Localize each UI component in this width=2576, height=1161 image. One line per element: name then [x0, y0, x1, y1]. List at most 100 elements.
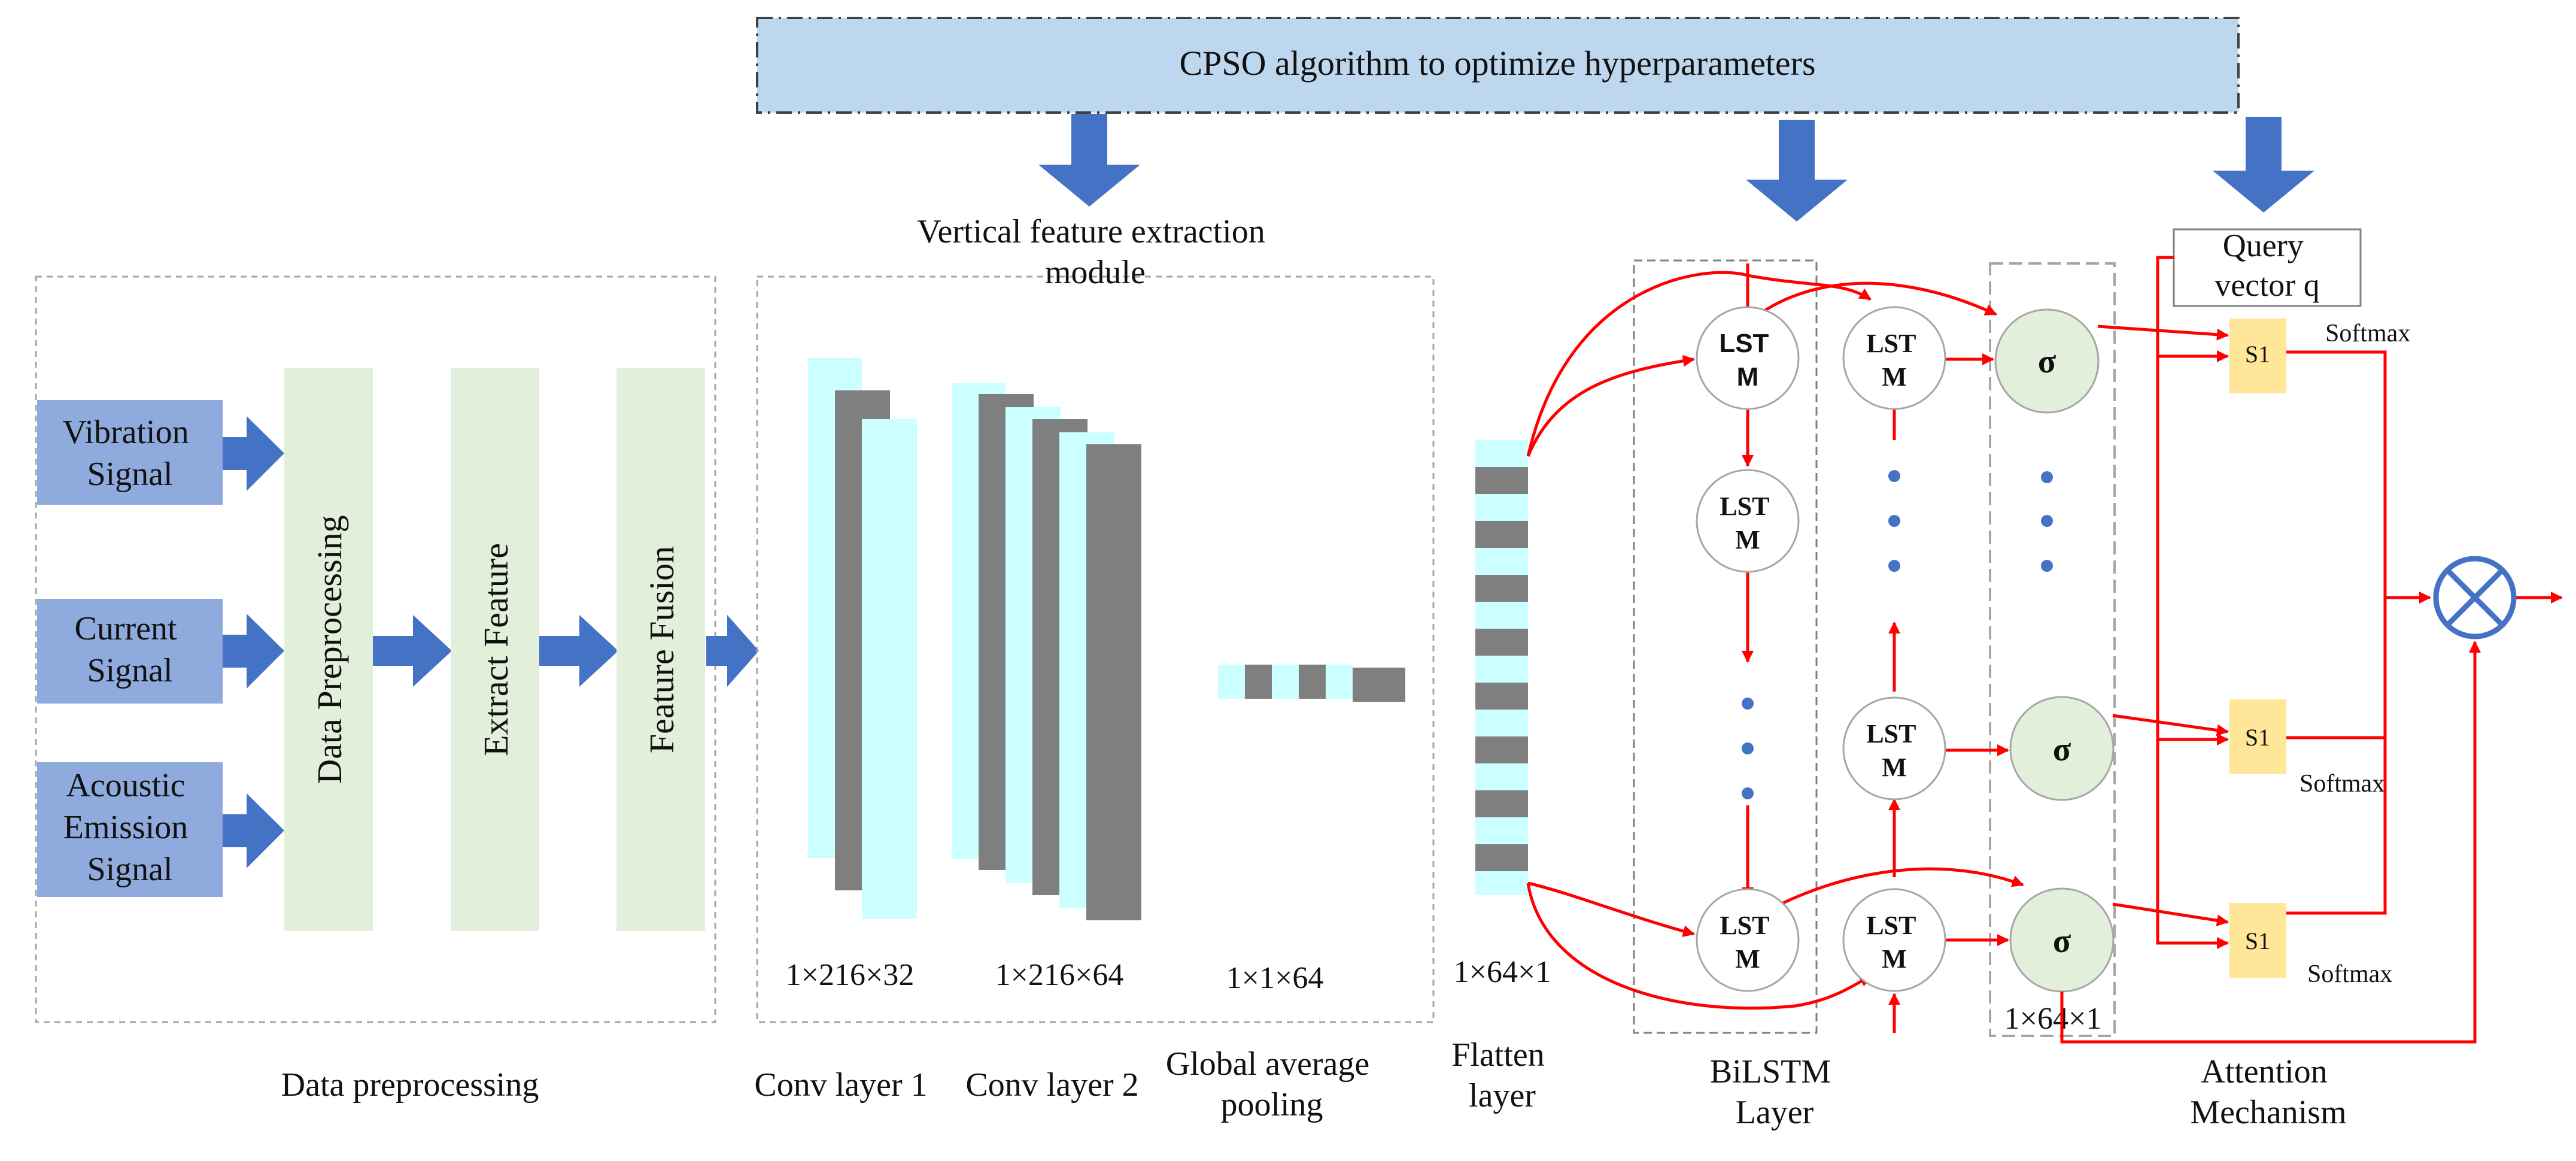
- lstm-forward-n-line-1: LST: [1720, 911, 1769, 940]
- svg-text:LST M: LST M: [1866, 329, 1922, 392]
- lstm-forward-1-line-1: LST: [1719, 329, 1769, 358]
- bilstm-caption-line-1: BiLSTM: [1710, 1053, 1831, 1090]
- sigma-panel: [1989, 262, 2116, 1037]
- sigma-node-3: σ: [2009, 887, 2115, 993]
- flatten-caption: Flatten layer: [1451, 1036, 1553, 1114]
- gap-dim: 1×1×64: [1226, 961, 1324, 995]
- cpso-arrow-conv: [1038, 114, 1140, 207]
- query-line-1: Query: [2223, 228, 2304, 263]
- lstm-backward-1-line-2: M: [1882, 362, 1907, 392]
- gap-caption-line-1: Global average: [1166, 1045, 1369, 1083]
- query-line-2: vector q: [2214, 267, 2319, 303]
- acoustic-signal-label: Acoustic Emission Signal: [63, 767, 196, 888]
- preproc-arrow-2: [539, 615, 618, 687]
- s1-1-label: S1: [2245, 341, 2270, 368]
- cpso-label: CPSO algorithm to optimize hyperparamete…: [1179, 44, 1815, 83]
- vibration-line-2: Signal: [87, 456, 172, 493]
- current-arrow: [223, 614, 284, 689]
- lstm-forward-n-line-2: M: [1735, 944, 1760, 974]
- multiply-node: [2433, 556, 2517, 639]
- flatten-layer: [1475, 440, 1528, 895]
- vibration-signal-box: [37, 400, 223, 505]
- current-line-1: Current: [74, 610, 177, 647]
- vertical-module-title: Vertical feature extraction module: [917, 213, 1273, 291]
- vibration-arrow: [223, 416, 284, 491]
- current-line-2: Signal: [87, 652, 172, 689]
- cpso-arrow-attention: [2213, 117, 2314, 213]
- lstm-backward-2-line-2: M: [1882, 753, 1907, 782]
- cpso-box: [756, 17, 2240, 114]
- query-vector-box: [2173, 228, 2362, 307]
- conv2-caption: Conv layer 2: [965, 1066, 1138, 1104]
- attention-caption-line-1: Attention: [2201, 1053, 2328, 1090]
- lstm-forward-1: LST M: [1696, 306, 1800, 410]
- vibration-line-1: Vibration: [62, 414, 189, 451]
- lstm-backward-2-line-1: LST: [1866, 719, 1916, 748]
- extract-feature-box: [451, 368, 539, 931]
- lstm-backward-2: LST M: [1842, 696, 1946, 801]
- feature-fusion-box: [616, 368, 705, 931]
- query-vector-label: Query vector q: [2214, 228, 2319, 303]
- s1-3-label: S1: [2245, 927, 2270, 954]
- lstm-forward-n: LST M: [1696, 888, 1800, 992]
- lstm-backward-1: LST M: [1842, 306, 1946, 410]
- sigma-node-2: σ: [2009, 696, 2115, 801]
- data-preprocessing-panel: [35, 275, 716, 1023]
- bilstm-caption: BiLSTM Layer: [1710, 1053, 1839, 1131]
- s1-2-label: S1: [2245, 724, 2270, 751]
- softmax-label-2: Softmax: [2299, 770, 2384, 798]
- s1-box-1: S1: [2229, 319, 2286, 393]
- acoustic-line-1: Acoustic: [66, 767, 185, 804]
- data-preprocessing-caption: Data preprocessing: [281, 1066, 539, 1104]
- acoustic-signal-box: [37, 762, 223, 897]
- svg-text:LST M: LST M: [1720, 492, 1775, 554]
- lstm-forward-2-line-1: LST: [1720, 492, 1769, 521]
- vertical-module-panel: [756, 275, 1435, 1023]
- lstm-forward-1-line-2: M: [1737, 362, 1759, 392]
- svg-text:LST M: LST M: [1866, 719, 1922, 782]
- bilstm-panel: [1633, 259, 1818, 1034]
- svg-text:LST M: LST M: [1866, 911, 1922, 974]
- lstm-forward-2-line-2: M: [1735, 525, 1760, 554]
- sigma-2-label: σ: [2053, 731, 2071, 768]
- s1-box-2: S1: [2229, 699, 2286, 774]
- sigma-3-label: σ: [2053, 923, 2071, 960]
- svg-text:LST M: LST M: [1720, 911, 1775, 974]
- lstm-backward-n-line-1: LST: [1866, 911, 1916, 940]
- gap-caption: Global average pooling: [1166, 1045, 1378, 1123]
- sigma-1-label: σ: [2038, 343, 2056, 380]
- acoustic-arrow: [223, 793, 284, 868]
- global-average-pooling: [1218, 665, 1405, 702]
- current-signal-label: Current Signal: [74, 610, 185, 689]
- vibration-signal-label: Vibration Signal: [62, 414, 197, 493]
- data-preprocessing-label: Data Preprocessing: [310, 515, 349, 784]
- bilstm-caption-line-2: Layer: [1736, 1094, 1814, 1131]
- conv-layer-1: [808, 358, 917, 919]
- preproc-arrow-1: [373, 615, 452, 687]
- gap-caption-line-2: pooling: [1220, 1086, 1323, 1123]
- softmax-label-1: Softmax: [2325, 320, 2410, 347]
- conv2-dim: 1×216×64: [995, 958, 1124, 992]
- conv1-dim: 1×216×32: [786, 958, 915, 992]
- sigma-dim: 1×64×1: [2004, 1002, 2102, 1036]
- acoustic-line-3: Signal: [87, 851, 172, 888]
- feature-fusion-label: Feature Fusion: [642, 546, 681, 753]
- current-signal-box: [37, 599, 223, 704]
- lstm-backward-1-line-1: LST: [1866, 329, 1916, 358]
- attention-caption-line-2: Mechanism: [2190, 1094, 2346, 1131]
- sigma-node-1: σ: [1994, 308, 2100, 414]
- conv-layer-2: [952, 383, 1141, 920]
- bilstm-connections: [1526, 263, 2024, 1033]
- extract-feature-label: Extract Feature: [476, 543, 515, 756]
- vertical-module-line-2: module: [1045, 254, 1146, 291]
- flatten-caption-line-2: layer: [1469, 1077, 1536, 1114]
- data-preprocessing-box: [284, 368, 373, 931]
- cpso-arrow-bilstm: [1746, 120, 1848, 222]
- s1-box-3: S1: [2229, 903, 2286, 978]
- vertical-module-line-1: Vertical feature extraction: [917, 213, 1265, 250]
- svg-text:LST M: LST M: [1719, 329, 1776, 392]
- acoustic-line-2: Emission: [63, 809, 188, 846]
- attention-connections: [2060, 256, 2563, 1044]
- lstm-backward-n: LST M: [1842, 888, 1946, 992]
